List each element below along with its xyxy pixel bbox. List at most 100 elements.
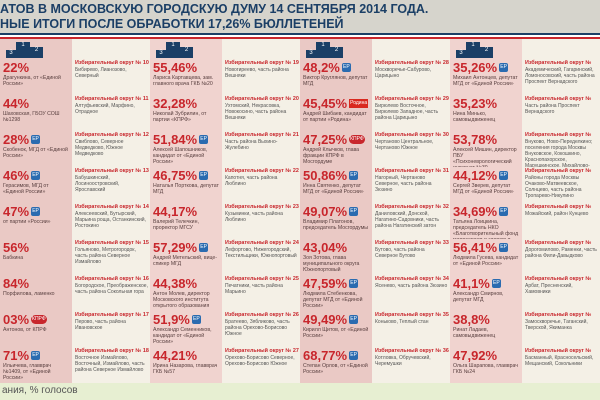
candidate-result: 49,49% ЕР Кирилл Щитов, от «Единой России» <box>300 311 372 347</box>
united-russia-logo-icon: ЕР <box>349 171 359 180</box>
kprf-logo-icon: КПРФ <box>349 135 365 144</box>
candidate-name: Александр Семенников, кандидат от «Едино… <box>153 327 212 345</box>
vote-line: 71% ЕР <box>3 348 70 363</box>
district-areas: Алексеевский, Бутырский, Марьина роща, О… <box>75 211 146 229</box>
candidate-result: 03% КПРФ Антонов, от КПРФ <box>0 311 72 347</box>
district-title: Избирательный округ № 13 <box>75 168 149 174</box>
districts-column-2: Избирательный округ № 19 Новогиреево, час… <box>222 39 300 383</box>
district-title: Избирательный округ № 10 <box>75 60 149 66</box>
podium-place-third: 3 <box>306 50 316 58</box>
candidate-name: Сергей Зверев, депутат МГД от «Единой Ро… <box>453 183 514 195</box>
candidate-result: 47% ЕР от партии «России» <box>0 203 72 239</box>
vote-line: 53,78% <box>453 132 520 147</box>
united-russia-logo-icon: ЕР <box>31 171 41 180</box>
district-areas: Москворечье-Сабурово, Царицыно <box>375 67 432 79</box>
vote-line: 32,28% <box>153 96 220 111</box>
vote-line: 38,8% <box>453 312 520 327</box>
candidate-result: 56,41% ЕР Людмила Гусева, кандидат от «Еди… <box>450 239 522 275</box>
results-column-4: 3 1 2 35,26% ЕР Михаил Антонцев, депутат МГД … <box>450 39 522 383</box>
candidate-name: Ильичева, главврач №1409, от «Единой Рос… <box>3 363 51 381</box>
vote-line: 46% ЕР <box>3 168 70 183</box>
united-russia-logo-icon: ЕР <box>499 207 509 216</box>
district-areas: Богородское, Преображенское, часть район… <box>75 283 148 295</box>
united-russia-logo-icon: ЕР <box>491 279 501 288</box>
district-entry: Избирательный округ № 31 Нагорный, Чертан… <box>372 167 450 203</box>
vote-percent: 47,92% <box>453 348 498 363</box>
vote-line: 34,69% ЕР <box>453 204 520 219</box>
district-title: Избирательный округ № 14 <box>75 204 149 210</box>
vote-line: 50,86% ЕР <box>303 168 370 183</box>
vote-percent: 50,86% <box>303 168 348 183</box>
districts-column-header <box>72 39 150 59</box>
candidate-result: 44,12% ЕР Сергей Зверев, депутат МГД от «Е… <box>450 167 522 203</box>
district-areas: Ясенево, часть района Зюзино <box>375 283 448 289</box>
district-entry: Избирательный округ № 20 Ухтомский, Некра… <box>222 95 300 131</box>
candidate-name: Кирилл Щитов, от «Единой России» <box>303 327 369 339</box>
vote-percent: 51,9% <box>153 312 190 327</box>
vote-percent: 49,07% <box>303 204 348 219</box>
vote-percent: 44,38% <box>153 276 198 291</box>
vote-line: 57,29% ЕР <box>153 240 220 255</box>
district-areas: Коньково, Теплый стан <box>375 319 429 325</box>
candidate-name: Андрей Шибаев, кандидат от партии «Родин… <box>303 111 367 123</box>
district-areas: Часть района Проспект Вернадского <box>525 103 580 115</box>
district-title: Избирательный округ № <box>525 240 592 246</box>
vote-line: 55,46% <box>153 60 220 75</box>
candidate-name: Виктор Круглянов, депутат МГД <box>303 75 368 87</box>
candidate-name: от партии «России» <box>3 219 51 225</box>
vote-percent: 28% <box>3 132 30 147</box>
united-russia-logo-icon: ЕР <box>349 351 359 360</box>
candidate-result: 50,86% ЕР Инна Святенко, депутат МГД от «Е… <box>300 167 372 203</box>
vote-percent: 32,28% <box>153 96 198 111</box>
vote-line: 46,75% ЕР <box>153 168 220 183</box>
district-areas: Котловка, Обручевский, Черемушки <box>375 355 431 367</box>
district-entry: Избирательный округ № 33 Бутово, часть ра… <box>372 239 450 275</box>
candidate-result: 47,59% ЕР Людмила Стебенкова, депутат МГД … <box>300 275 372 311</box>
stripe-blue <box>0 33 600 35</box>
district-areas: Восточное Измайлово, Восточный, Измайлов… <box>75 355 145 373</box>
district-entry: Избирательный округ № Академический, Гага… <box>522 59 600 95</box>
candidate-name: Ринат Ладаев, самовыдвиженец <box>453 327 496 339</box>
district-title: Избирательный округ № 15 <box>75 240 149 246</box>
district-areas: Свиблово, Северное Медведково, Южное Мед… <box>75 139 124 157</box>
district-entry: Избирательный округ № Часть района Проспе… <box>522 95 600 131</box>
vote-percent: 34,69% <box>453 204 498 219</box>
candidate-name: Андрей Клычков, глава фракции КПРФ в Мос… <box>303 147 360 165</box>
candidate-name: Скобенок, МГД от «Единой России» <box>3 147 68 159</box>
vote-percent: 57,29% <box>153 240 198 255</box>
district-areas: Орехово-Борисово Северное, Орехово-Борис… <box>225 355 295 367</box>
united-russia-logo-icon: ЕР <box>341 63 351 72</box>
candidate-result: 32,28% Николай Зубрилин, от партии «КПРФ» <box>150 95 222 131</box>
candidate-name: Драгункина, от «Единой России» <box>3 75 61 87</box>
page-header: АТОВ В МОСКОВСКУЮ ГОРОДСКУЮ ДУМУ 14 СЕНТ… <box>0 0 600 33</box>
title-line-2: НЫЕ ИТОГИ ПОСЛЕ ОБРАБОТКИ 17,26% БЮЛЛЕТЕ… <box>0 17 344 31</box>
candidate-result: 46,75% ЕР Наталья Порткова, депутат МГД <box>150 167 222 203</box>
district-entry: Избирательный округ № 24 Лефортово, Нижег… <box>222 239 300 275</box>
united-russia-logo-icon: ЕР <box>31 207 41 216</box>
district-entry: Избирательный округ № 13 Бабушкинский, Ло… <box>72 167 150 203</box>
districts-column-header <box>372 39 450 59</box>
vote-percent: 49,49% <box>303 312 348 327</box>
district-areas: Перово, часть района Ивановское <box>75 319 126 331</box>
candidate-result: 45,45% Родина Андрей Шибаев, кандидат от п… <box>300 95 372 131</box>
district-title: Избирательный округ № 28 <box>375 60 449 66</box>
district-entry: Избирательный округ № 26 Братеево, Зяблик… <box>222 311 300 347</box>
district-title: Избирательный округ № <box>525 348 592 354</box>
vote-percent: 45,45% <box>303 96 348 111</box>
district-title: Избирательный округ № 32 <box>375 204 449 210</box>
district-areas: Нагорный, Чертаново Северное, часть райо… <box>375 175 432 193</box>
district-areas: Внуково, Ново-Переделкино; поселения гор… <box>525 139 593 167</box>
vote-line: 49,07% ЕР <box>303 204 370 219</box>
district-title: Избирательный округ № 30 <box>375 132 449 138</box>
candidate-name: Порфилова, ламенко <box>3 291 55 297</box>
district-entry: Избирательный округ № 23 Кузьминки, часть… <box>222 203 300 239</box>
stripe-red <box>0 37 600 39</box>
district-areas: Басманный, Красносельский, Мещанский, Со… <box>525 355 594 367</box>
districts-column-header <box>222 39 300 59</box>
district-title: Избирательный округ № 36 <box>375 348 449 354</box>
district-title: Избирательный округ № <box>525 168 592 174</box>
district-title: Избирательный округ № 17 <box>75 312 149 318</box>
podium-place-second: 2 <box>180 47 193 58</box>
vote-percent: 56% <box>3 240 30 255</box>
